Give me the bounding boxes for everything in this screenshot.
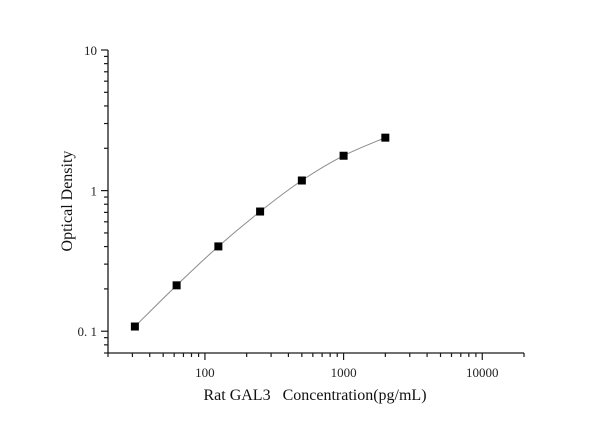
tick-labels: 0. 1 1 10 100 1000 10000	[78, 43, 499, 380]
fit-curve	[134, 137, 386, 327]
x-tick-label: 100	[195, 365, 215, 380]
data-point-marker	[130, 322, 139, 331]
y-axis-title: Optical Density	[59, 151, 76, 252]
data-point-marker	[256, 207, 265, 216]
y-tick-label: 10	[84, 43, 97, 58]
data-point-marker	[381, 133, 390, 142]
x-axis-title: Rat GAL3 Concentration(pg/mL)	[203, 387, 426, 404]
y-tick-label: 0. 1	[78, 324, 98, 339]
data-point-marker	[339, 151, 348, 160]
data-points	[130, 133, 390, 331]
y-tick-label: 1	[91, 184, 98, 199]
data-point-marker	[297, 176, 306, 185]
x-tick-label: 10000	[466, 365, 499, 380]
data-point-marker	[214, 242, 223, 251]
data-point-marker	[172, 281, 181, 290]
fit-curve-line	[134, 137, 386, 327]
x-tick-label: 1000	[331, 365, 357, 380]
axes	[101, 49, 525, 360]
